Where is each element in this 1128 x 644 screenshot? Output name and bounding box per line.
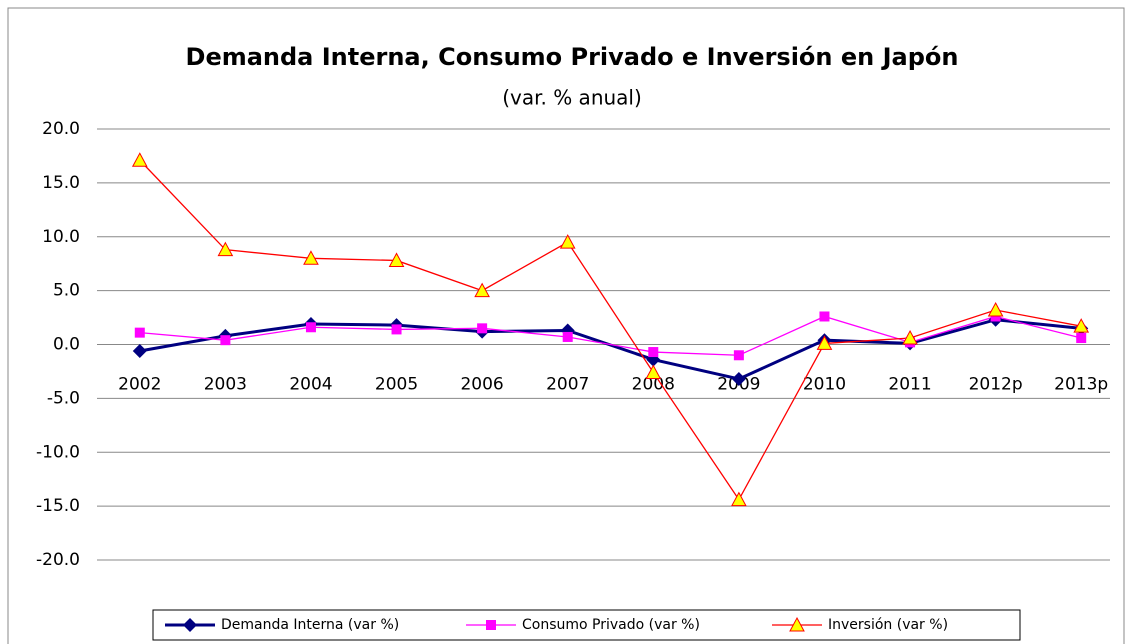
marker [132, 343, 147, 358]
marker [217, 241, 234, 257]
marker [131, 152, 148, 167]
x-tick-label: 2010 [803, 375, 846, 395]
series-line [139, 315, 1082, 356]
marker [220, 335, 231, 346]
legend-label: Inversión (var %) [828, 617, 948, 633]
chart-title: Demanda Interna, Consumo Privado e Inver… [186, 43, 959, 71]
x-tick-label: 2011 [888, 375, 931, 395]
legend-label: Demanda Interna (var %) [221, 617, 399, 633]
x-tick-label: 2006 [460, 375, 503, 395]
marker [731, 491, 747, 507]
legend-box [152, 609, 1021, 641]
x-tick-label: 2012p [969, 375, 1023, 395]
marker [902, 329, 918, 345]
marker [474, 282, 490, 298]
marker [562, 331, 573, 342]
marker [559, 234, 576, 249]
marker [987, 301, 1004, 317]
y-tick-label: -15.0 [36, 496, 80, 516]
y-tick-label: -20.0 [36, 550, 80, 570]
marker [486, 620, 496, 630]
marker [819, 311, 830, 322]
marker [391, 324, 402, 335]
y-tick-label: 20.0 [42, 119, 80, 139]
x-tick-label: 2002 [118, 375, 161, 395]
marker [303, 250, 319, 265]
marker [1076, 333, 1087, 344]
marker [477, 323, 488, 334]
marker [648, 347, 659, 358]
chart-subtitle: (var. % anual) [502, 86, 642, 110]
marker [183, 618, 197, 632]
series-line [139, 159, 1082, 501]
x-tick-label: 2007 [546, 375, 589, 395]
marker [388, 252, 405, 267]
marker [731, 371, 746, 386]
x-tick-label: 2005 [375, 375, 418, 395]
legend-label: Consumo Privado (var %) [522, 617, 700, 633]
y-tick-label: 0.0 [53, 335, 80, 355]
x-tick-label: 2013p [1054, 375, 1108, 395]
y-tick-label: -10.0 [36, 442, 80, 462]
y-tick-label: 15.0 [42, 173, 80, 193]
y-tick-label: 10.0 [42, 227, 80, 247]
marker [645, 364, 662, 380]
x-tick-label: 2003 [204, 375, 247, 395]
y-tick-label: -5.0 [47, 388, 80, 408]
marker [789, 616, 805, 632]
x-tick-label: 2004 [289, 375, 332, 395]
marker [733, 350, 744, 361]
y-tick-label: 5.0 [53, 281, 80, 301]
marker [816, 335, 833, 350]
marker [305, 322, 316, 333]
marker [1073, 318, 1090, 333]
marker [134, 327, 145, 338]
